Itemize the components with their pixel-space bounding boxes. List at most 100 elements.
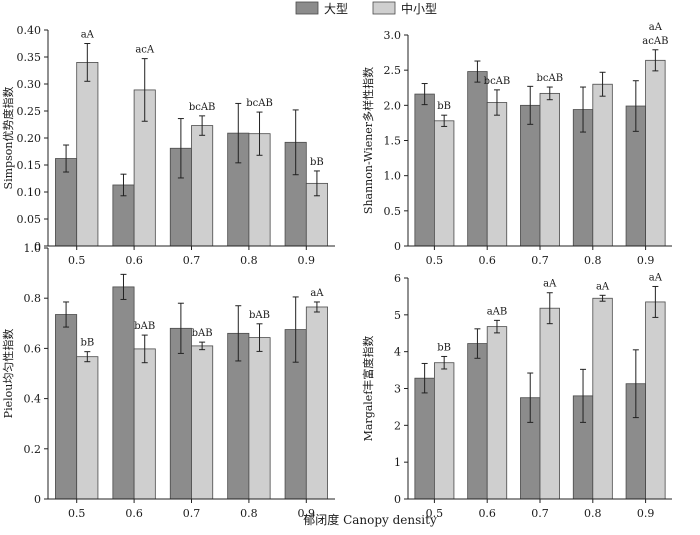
significance-label-0.5: bB (437, 101, 451, 112)
y-tick-label: 0 (394, 240, 401, 253)
y-tick-label: 5 (394, 309, 401, 322)
x-axis-title: 郁闭度 Canopy density (303, 512, 437, 527)
x-tick-label: 0.9 (637, 254, 655, 267)
y-axis-title: Simpson优势度指数 (1, 87, 15, 190)
x-tick-label: 0.6 (125, 507, 143, 520)
significance-label-0.8: aA (596, 281, 610, 292)
significance-label-0.8: bcAB (246, 98, 273, 109)
bar-large-0.6 (112, 286, 135, 500)
significance-label-0.6: acA (135, 45, 155, 56)
significance-label-0.6: aAB (487, 306, 508, 317)
y-tick-label: 0.30 (17, 78, 42, 91)
y-tick-label: 0 (394, 493, 401, 506)
y-tick-label: 1.0 (24, 242, 42, 255)
legend-swatch-0 (295, 1, 319, 15)
x-tick-label: 0.5 (426, 507, 444, 520)
x-tick-label: 0.5 (68, 254, 86, 267)
bar-large-0.5 (414, 93, 435, 247)
bar-small-0.6 (133, 348, 156, 500)
x-tick-label: 0.8 (584, 254, 602, 267)
y-tick-label: 0 (34, 240, 41, 253)
panel-4: 0 1 2 3 4 5 6 Margalef丰富度指数 bB 0.5 aAB 0.6 aA 0.7 aA 0.… (361, 272, 672, 520)
y-axis-title: Margalef丰富度指数 (361, 336, 375, 442)
y-tick-label: 0.4 (24, 393, 42, 406)
significance-label-0.7: aA (543, 279, 557, 290)
bar-large-0.6 (467, 343, 488, 500)
bar-small-0.5 (433, 362, 455, 500)
y-tick-label: 0.35 (17, 51, 42, 64)
bar-small-0.9 (305, 306, 328, 500)
y-tick-label: 1.0 (384, 170, 402, 183)
x-tick-label: 0.9 (298, 507, 316, 520)
y-axis-title: Pielou均匀性指数 (1, 329, 15, 419)
y-axis-title: Shannon-Wiener多样性指数 (361, 67, 375, 214)
y-tick-label: 3.0 (384, 29, 402, 42)
y-tick-label: 3 (394, 383, 401, 396)
y-tick-label: 1.5 (384, 135, 402, 148)
significance-label-0.9: aA (310, 288, 324, 299)
x-tick-label: 0.5 (68, 507, 86, 520)
y-tick-label: 0.25 (17, 105, 42, 118)
x-tick-label: 0.7 (183, 507, 201, 520)
significance-label-0.8: bAB (249, 310, 270, 321)
significance-label-0.6: bAB (134, 321, 155, 332)
bar-large-0.7 (520, 104, 541, 247)
x-tick-label: 0.9 (298, 254, 316, 267)
x-tick-label: 0.6 (478, 254, 496, 267)
legend: 大型 中小型 (295, 1, 437, 16)
x-tick-label: 0.6 (478, 507, 496, 520)
bar-small-0.7 (539, 307, 560, 500)
y-tick-label: 0 (34, 493, 41, 506)
significance-label-top-0.9: aA (649, 22, 663, 33)
bar-large-0.5 (414, 377, 435, 500)
bar-small-0.8 (248, 337, 271, 500)
significance-label-0.6: bcAB (484, 76, 511, 87)
y-tick-label: 4 (394, 346, 401, 359)
y-tick-label: 2.5 (384, 64, 402, 77)
significance-label-0.5: bB (437, 342, 451, 353)
bar-small-0.7 (539, 92, 560, 247)
bar-small-0.7 (191, 125, 214, 247)
significance-label-0.9: bB (310, 157, 324, 168)
y-tick-label: 0.05 (17, 213, 42, 226)
x-tick-label: 0.7 (531, 507, 549, 520)
x-tick-label: 0.9 (637, 507, 655, 520)
bar-small-0.5 (433, 120, 455, 247)
y-tick-label: 1 (394, 456, 401, 469)
x-tick-label: 0.8 (584, 507, 602, 520)
y-tick-label: 0.20 (17, 132, 42, 145)
y-tick-label: 6 (394, 272, 401, 285)
significance-label-0.7: bcAB (536, 73, 563, 84)
bar-small-0.5 (76, 356, 99, 500)
y-tick-label: 0.10 (17, 186, 42, 199)
x-tick-label: 0.6 (125, 254, 143, 267)
legend-label-0: 大型 (324, 2, 348, 16)
y-tick-label: 0.40 (17, 24, 42, 37)
panel-1: 0 0.05 0.10 0.15 0.20 0.25 0.30 0.35 0.40 Simpson… (1, 24, 335, 267)
legend-label-1: 中小型 (401, 1, 437, 16)
y-tick-label: 0.15 (17, 159, 42, 172)
bar-large-0.7 (169, 327, 192, 500)
significance-label-0.5: bB (80, 338, 94, 349)
panels: 00.050.100.150.200.250.300.350.40Simpson… (1, 22, 672, 520)
y-tick-label: 0.5 (384, 205, 402, 218)
significance-label-0.9: acAB (642, 36, 668, 47)
panel-3: 0 0.2 0.4 0.6 0.8 1.0 Pielou均匀性指数 bB 0.5 bAB 0.6 bA… (1, 242, 335, 520)
bar-large-0.5 (55, 314, 78, 500)
bar-small-0.5 (76, 62, 99, 247)
significance-label-0.7: bAB (192, 328, 213, 339)
y-tick-label: 0.2 (24, 443, 42, 456)
significance-label-0.7: bcAB (189, 102, 216, 113)
y-tick-label: 2.0 (384, 99, 402, 112)
significance-label-0.5: aA (81, 30, 95, 41)
panel-2: 0 0.5 1.0 1.5 2.0 2.5 3.0 Shannon-Wiener多样性指数 bB… (361, 22, 672, 267)
x-tick-label: 0.5 (426, 254, 444, 267)
x-tick-label: 0.7 (531, 254, 549, 267)
y-tick-label: 0.6 (24, 342, 42, 355)
bar-small-0.6 (486, 326, 508, 500)
bar-small-0.8 (592, 83, 613, 247)
y-tick-label: 2 (394, 419, 401, 432)
significance-label-0.9: aA (649, 272, 663, 283)
